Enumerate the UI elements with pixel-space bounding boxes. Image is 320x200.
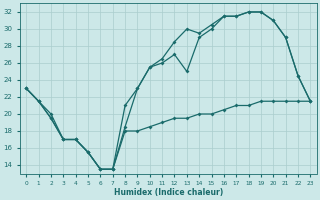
X-axis label: Humidex (Indice chaleur): Humidex (Indice chaleur) — [114, 188, 223, 197]
